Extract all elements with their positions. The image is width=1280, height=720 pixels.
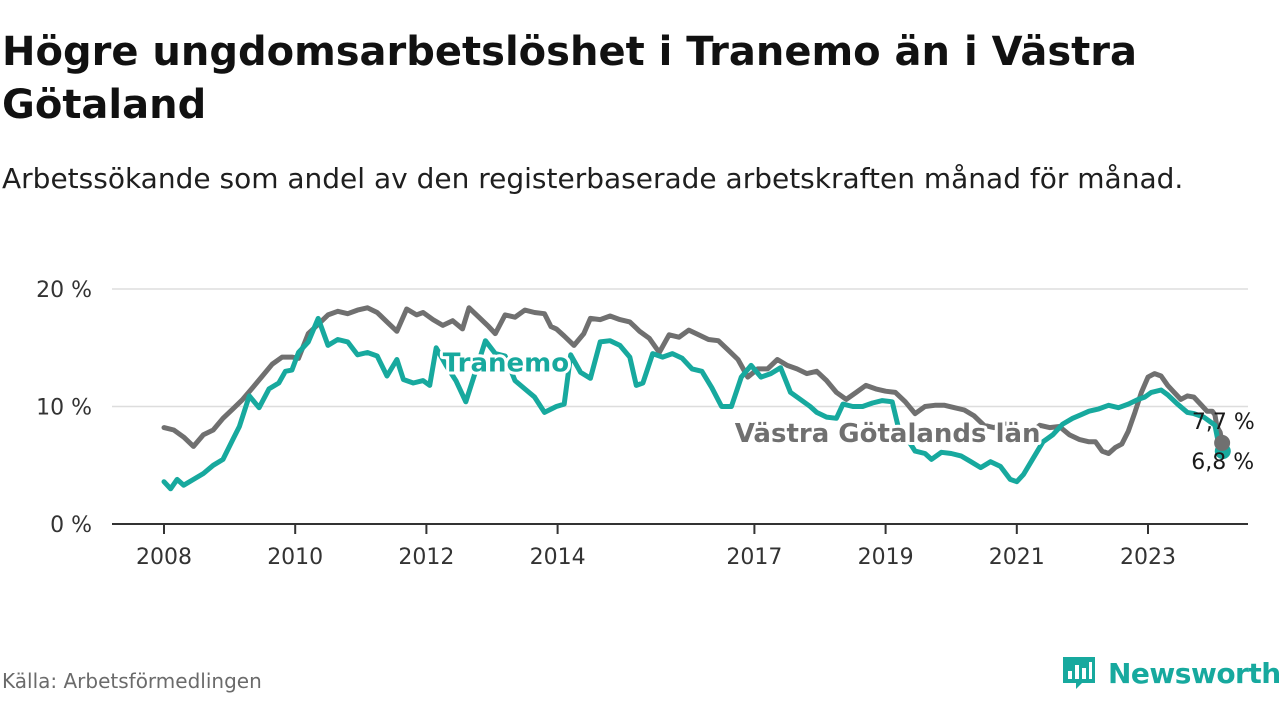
y-tick-label: 0 % bbox=[50, 513, 92, 538]
series-label-halo: Tranemo bbox=[443, 348, 569, 378]
x-tick-label: 2008 bbox=[136, 545, 192, 570]
x-tick-label: 2010 bbox=[267, 545, 323, 570]
x-tick-label: 2017 bbox=[726, 545, 782, 570]
series-label-halo: Västra Götalands län bbox=[735, 419, 1041, 449]
chart-title: Högre ungdomsarbetslöshet i Tranemo än i… bbox=[2, 29, 1137, 128]
series-label: Tranemo bbox=[443, 348, 569, 378]
y-tick-label: 20 % bbox=[36, 278, 92, 303]
end-value-label: 6,8 % bbox=[1191, 450, 1254, 475]
brand-name: Newsworthy bbox=[1108, 656, 1280, 690]
source-note: Källa: Arbetsförmedlingen bbox=[2, 669, 262, 693]
brand-logo[interactable]: Newsworthy bbox=[1060, 654, 1280, 692]
x-tick-label: 2023 bbox=[1120, 545, 1176, 570]
y-tick-label: 10 % bbox=[36, 396, 92, 421]
bar-chart-logo-icon bbox=[1063, 657, 1095, 689]
grid-lines bbox=[112, 288, 1248, 408]
series-line bbox=[161, 315, 1226, 492]
x-tick-label: 2021 bbox=[989, 545, 1045, 570]
series-line bbox=[161, 305, 1225, 456]
line-chart: 0 % 10 % 20 % 2008 2010 2012 2014 2017 2019 2021 2… bbox=[36, 278, 1255, 570]
series-lines bbox=[161, 305, 1231, 492]
x-tick-label: 2012 bbox=[398, 545, 454, 570]
x-tick-label: 2019 bbox=[858, 545, 914, 570]
chart-subtitle: Arbetssökande som andel av den registerb… bbox=[2, 162, 1184, 195]
x-tick-label: 2014 bbox=[530, 545, 586, 570]
series-end-point bbox=[1214, 434, 1231, 451]
axis: 0 % 10 % 20 % 2008 2010 2012 2014 2017 2019 2021 2… bbox=[36, 278, 1248, 570]
end-value-label: 7,7 % bbox=[1192, 410, 1255, 435]
series-label: Västra Götalands län bbox=[735, 419, 1041, 449]
